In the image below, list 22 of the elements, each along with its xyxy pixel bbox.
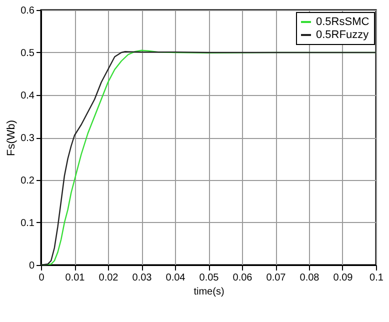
y-tick-label: 0.4 <box>20 90 35 102</box>
x-tick-label: 0 <box>38 272 45 284</box>
y-tick-label: 0.2 <box>20 176 35 186</box>
x-tick-label: 0.07 <box>266 272 286 284</box>
x-tick-label: 0.02 <box>98 272 119 284</box>
x-tick-label: 0.06 <box>232 272 253 284</box>
x-tick-label: 0.05 <box>199 272 220 284</box>
legend-label: 0.5RsSMC <box>316 16 370 28</box>
x-axis-title: time(s) <box>194 286 224 298</box>
y-tick-label: 0.5 <box>20 48 35 59</box>
y-tick-label: 0.6 <box>20 6 35 16</box>
x-tick-label: 0.08 <box>300 272 320 284</box>
x-tick-label: 0.1 <box>370 272 384 284</box>
legend-label: 0.5RFuzzy <box>316 29 370 41</box>
x-tick-label: 0.09 <box>333 272 354 284</box>
y-tick-label: 0.1 <box>20 218 35 229</box>
y-tick-label: 0 <box>28 260 35 272</box>
x-tick-label: 0.01 <box>65 272 86 284</box>
x-tick-label: 0.03 <box>132 272 152 284</box>
x-tick-label: 0.04 <box>166 272 186 284</box>
y-axis-title: Fs(Wb) <box>6 120 18 156</box>
y-tick-label: 0.3 <box>20 133 35 144</box>
